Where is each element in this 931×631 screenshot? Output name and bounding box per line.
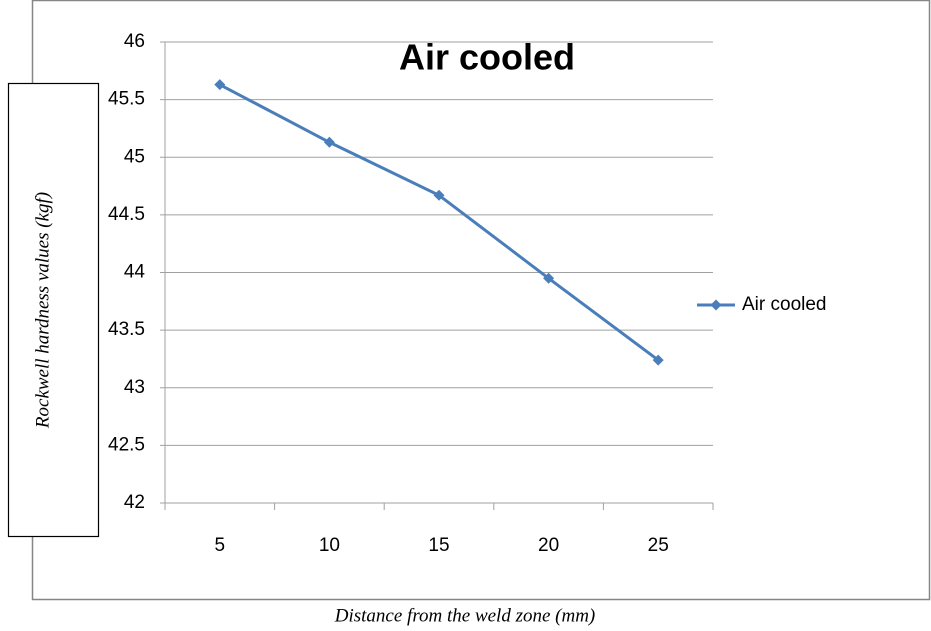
y-tick-label: 43 [124, 377, 145, 398]
y-tick-label: 44 [124, 262, 146, 283]
y-label-box [7, 82, 100, 538]
marker [323, 136, 335, 148]
x-tick-label: 10 [319, 535, 340, 556]
marker [433, 189, 445, 201]
chart-title: Air cooled [399, 37, 575, 78]
x-tick-label: 20 [538, 535, 559, 556]
y-tick-label: 42 [124, 492, 145, 513]
series-line [219, 83, 660, 362]
y-axis-label: Rockwell hardness values (kgf) [32, 192, 53, 429]
y-tick-label: 44.5 [108, 204, 145, 225]
legend-label: Air cooled [742, 294, 827, 315]
y-tick-label: 46 [124, 31, 145, 52]
x-tick-label: 5 [215, 535, 226, 556]
legend-marker [710, 299, 722, 311]
marker [652, 354, 664, 366]
y-tick-label: 45 [124, 146, 145, 167]
y-tick-label: 42.5 [108, 434, 145, 455]
marker [543, 272, 555, 284]
marker [214, 79, 226, 91]
x-tick-label: 15 [428, 535, 449, 556]
y-tick-label: 45.5 [108, 89, 145, 110]
x-axis-label: Distance from the weld zone (mm) [334, 605, 596, 626]
y-tick-label: 43.5 [108, 319, 145, 340]
x-tick-label: 25 [648, 535, 669, 556]
